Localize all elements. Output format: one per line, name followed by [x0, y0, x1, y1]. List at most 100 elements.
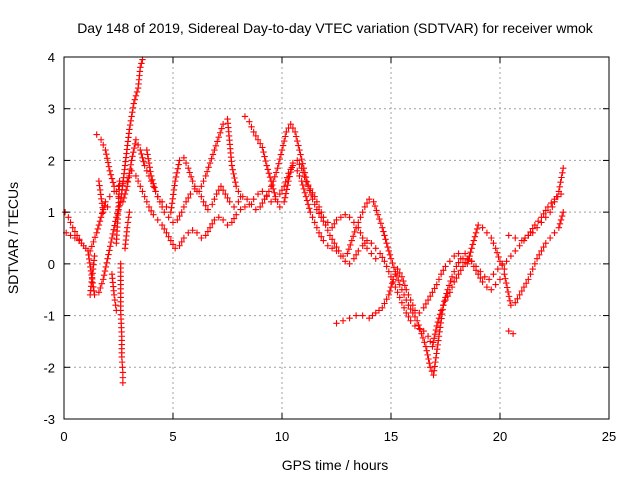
- data-point: [525, 232, 532, 239]
- data-point: [447, 277, 454, 285]
- data-point: [490, 271, 497, 278]
- data-point: [424, 351, 431, 359]
- data-point: [252, 206, 260, 213]
- data-point: [507, 302, 515, 309]
- data-point: [512, 299, 519, 306]
- data-point: [505, 293, 513, 300]
- data-point: [388, 280, 396, 287]
- data-point: [85, 255, 93, 263]
- data-point: [328, 245, 336, 252]
- data-point: [90, 238, 97, 246]
- data-point: [262, 157, 269, 165]
- y-tick-label: -3: [43, 412, 55, 427]
- data-point: [430, 371, 437, 379]
- data-point: [218, 125, 225, 132]
- data-point: [385, 291, 393, 299]
- data-point: [283, 186, 290, 193]
- data-point: [518, 237, 525, 244]
- data-point: [363, 245, 371, 252]
- data-point: [266, 174, 274, 181]
- data-point: [131, 96, 139, 103]
- data-point: [426, 359, 433, 367]
- data-point: [125, 174, 132, 181]
- data-points: [61, 56, 567, 386]
- data-point: [219, 121, 227, 128]
- data-point: [186, 169, 193, 176]
- data-point: [158, 198, 166, 205]
- data-point: [257, 203, 264, 211]
- data-point: [301, 189, 309, 196]
- data-point: [261, 153, 268, 160]
- data-point: [560, 208, 567, 216]
- y-tick-label: -2: [43, 360, 55, 375]
- data-point: [163, 203, 170, 211]
- data-point: [443, 290, 450, 297]
- data-point: [202, 202, 209, 209]
- data-point: [416, 325, 423, 332]
- data-point: [468, 258, 475, 265]
- data-point: [324, 219, 331, 226]
- data-point: [292, 133, 300, 140]
- data-point: [235, 188, 242, 195]
- data-point: [198, 234, 205, 242]
- data-point: [147, 168, 154, 175]
- data-point: [376, 250, 384, 257]
- data-point: [165, 214, 172, 221]
- data-point: [396, 294, 403, 301]
- data-point: [304, 201, 312, 208]
- data-point: [342, 211, 349, 218]
- tick-labels: 0 5 10 15 20 25 -3 -2 -1 0 1 2 3 4: [43, 50, 616, 444]
- data-point: [368, 239, 375, 247]
- data-point: [95, 289, 103, 296]
- data-point: [198, 183, 205, 190]
- data-point: [421, 339, 428, 346]
- data-point: [143, 146, 151, 154]
- data-point: [424, 333, 432, 340]
- data-point: [531, 260, 539, 268]
- data-point: [346, 314, 353, 322]
- data-point: [560, 164, 567, 172]
- data-point: [294, 167, 301, 174]
- data-point: [143, 167, 151, 174]
- data-point: [294, 137, 301, 145]
- data-point: [127, 161, 135, 168]
- data-point: [158, 221, 166, 229]
- data-point: [346, 260, 353, 268]
- data-point: [110, 226, 117, 233]
- data-point: [405, 313, 412, 321]
- data-point: [396, 281, 403, 288]
- grid-layer: [64, 57, 609, 419]
- data-point: [401, 282, 409, 289]
- data-point: [540, 243, 547, 251]
- data-point: [296, 146, 303, 154]
- data-point: [106, 167, 113, 174]
- data-point: [461, 250, 469, 257]
- data-point: [507, 252, 515, 260]
- data-point: [431, 285, 438, 292]
- data-point: [372, 255, 379, 262]
- data-point: [307, 185, 314, 193]
- data-point: [434, 318, 442, 326]
- data-point: [104, 203, 111, 211]
- data-point: [407, 296, 414, 304]
- data-point: [324, 227, 331, 234]
- data-point: [300, 185, 307, 193]
- data-point: [161, 208, 168, 216]
- data-point: [326, 232, 334, 239]
- data-point: [384, 243, 391, 251]
- data-point: [98, 210, 106, 217]
- data-point: [176, 212, 183, 220]
- data-point: [407, 305, 414, 313]
- data-point: [512, 234, 519, 242]
- data-point: [427, 292, 434, 300]
- data-point: [299, 169, 307, 176]
- data-point: [527, 271, 534, 278]
- data-point: [298, 164, 305, 172]
- data-point: [495, 253, 502, 261]
- data-point: [333, 320, 340, 327]
- data-point: [100, 276, 107, 283]
- data-point: [411, 313, 419, 321]
- data-point: [527, 228, 534, 236]
- data-point: [224, 194, 231, 202]
- data-point: [134, 177, 142, 185]
